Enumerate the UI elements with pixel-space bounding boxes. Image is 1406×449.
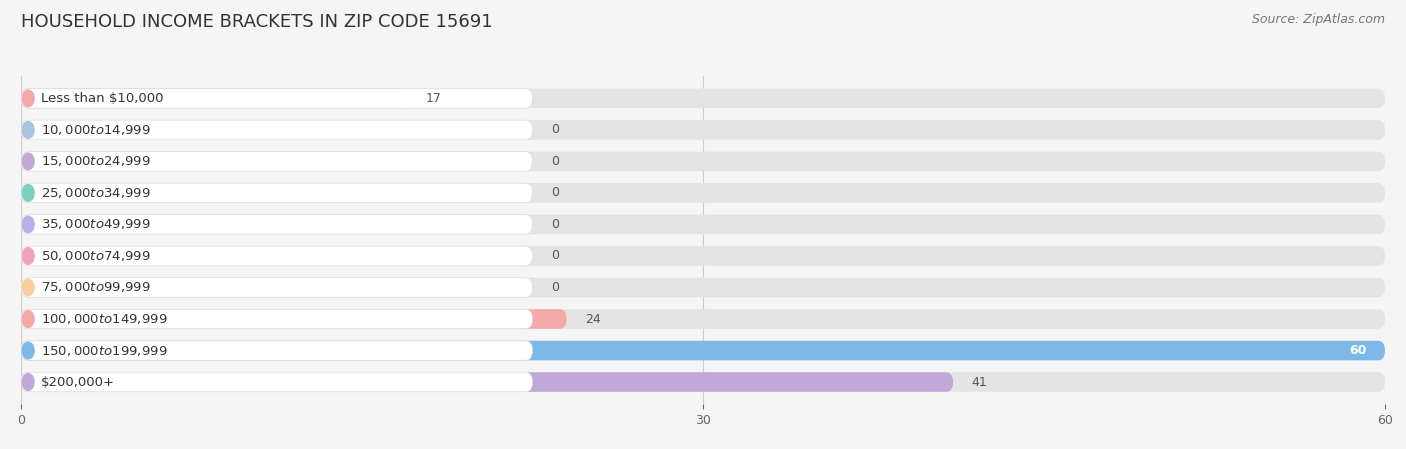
Circle shape — [22, 374, 34, 390]
FancyBboxPatch shape — [21, 372, 1385, 392]
Text: 0: 0 — [551, 186, 558, 199]
Text: HOUSEHOLD INCOME BRACKETS IN ZIP CODE 15691: HOUSEHOLD INCOME BRACKETS IN ZIP CODE 15… — [21, 13, 492, 31]
FancyBboxPatch shape — [21, 278, 533, 297]
FancyBboxPatch shape — [21, 215, 1385, 234]
FancyBboxPatch shape — [21, 341, 1385, 360]
Text: 0: 0 — [551, 250, 558, 263]
Text: $35,000 to $49,999: $35,000 to $49,999 — [41, 217, 150, 231]
FancyBboxPatch shape — [21, 246, 533, 266]
FancyBboxPatch shape — [21, 183, 1385, 202]
FancyBboxPatch shape — [21, 120, 533, 140]
FancyBboxPatch shape — [21, 152, 1385, 171]
FancyBboxPatch shape — [21, 88, 533, 108]
Circle shape — [22, 185, 34, 201]
Text: 0: 0 — [551, 281, 558, 294]
Text: $150,000 to $199,999: $150,000 to $199,999 — [41, 343, 167, 357]
Text: $10,000 to $14,999: $10,000 to $14,999 — [41, 123, 150, 137]
FancyBboxPatch shape — [21, 215, 533, 234]
Text: 17: 17 — [426, 92, 441, 105]
FancyBboxPatch shape — [21, 309, 1385, 329]
FancyBboxPatch shape — [21, 309, 567, 329]
Circle shape — [22, 311, 34, 327]
FancyBboxPatch shape — [21, 309, 533, 329]
Text: $100,000 to $149,999: $100,000 to $149,999 — [41, 312, 167, 326]
Circle shape — [22, 248, 34, 264]
FancyBboxPatch shape — [21, 246, 1385, 266]
Text: $50,000 to $74,999: $50,000 to $74,999 — [41, 249, 150, 263]
Text: 60: 60 — [1350, 344, 1367, 357]
Text: $15,000 to $24,999: $15,000 to $24,999 — [41, 154, 150, 168]
Text: $75,000 to $99,999: $75,000 to $99,999 — [41, 281, 150, 295]
Text: 0: 0 — [551, 155, 558, 168]
FancyBboxPatch shape — [21, 183, 533, 202]
Text: 0: 0 — [551, 218, 558, 231]
Text: $25,000 to $34,999: $25,000 to $34,999 — [41, 186, 150, 200]
Text: 24: 24 — [585, 313, 600, 326]
Text: $200,000+: $200,000+ — [41, 375, 115, 388]
Circle shape — [22, 90, 34, 107]
Text: 0: 0 — [551, 123, 558, 136]
Circle shape — [22, 122, 34, 138]
Circle shape — [22, 342, 34, 359]
FancyBboxPatch shape — [21, 341, 533, 360]
Text: Less than $10,000: Less than $10,000 — [41, 92, 163, 105]
Text: Source: ZipAtlas.com: Source: ZipAtlas.com — [1251, 13, 1385, 26]
Circle shape — [22, 216, 34, 233]
Circle shape — [22, 153, 34, 170]
FancyBboxPatch shape — [21, 372, 533, 392]
FancyBboxPatch shape — [21, 278, 1385, 297]
FancyBboxPatch shape — [21, 152, 533, 171]
FancyBboxPatch shape — [21, 372, 953, 392]
FancyBboxPatch shape — [21, 88, 1385, 108]
Text: 41: 41 — [972, 375, 987, 388]
FancyBboxPatch shape — [21, 341, 1385, 360]
Circle shape — [22, 279, 34, 296]
FancyBboxPatch shape — [21, 120, 1385, 140]
FancyBboxPatch shape — [21, 88, 408, 108]
